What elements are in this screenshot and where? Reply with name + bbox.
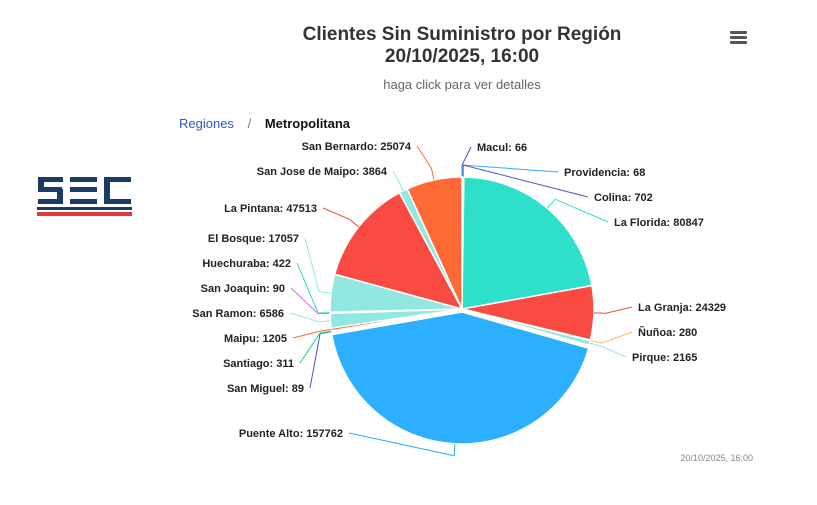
connector-line bbox=[289, 312, 331, 323]
breadcrumb-current: Metropolitana bbox=[264, 116, 351, 131]
data-label[interactable]: Macul: 66 bbox=[477, 142, 527, 154]
connector-line bbox=[309, 331, 333, 389]
chart-title: Clientes Sin Suministro por Región 20/10… bbox=[0, 24, 817, 68]
connector-line bbox=[290, 287, 331, 315]
connector-line bbox=[416, 145, 435, 181]
sec-logo bbox=[37, 177, 132, 216]
chart-credit-timestamp: 20/10/2025, 16:00 bbox=[680, 453, 753, 463]
connector-line bbox=[348, 432, 456, 457]
data-label[interactable]: San Bernardo: 25074 bbox=[302, 141, 412, 153]
data-label[interactable]: San Jose de Maipo: 3864 bbox=[257, 166, 388, 178]
chart-subtitle: haga click para ver detalles bbox=[383, 77, 541, 92]
connector-line bbox=[593, 306, 633, 314]
data-label[interactable]: San Ramon: 6586 bbox=[192, 308, 284, 320]
pie-slice-puente-alto[interactable] bbox=[330, 311, 590, 445]
chart-title-line2: 20/10/2025, 16:00 bbox=[384, 46, 540, 67]
connector-line bbox=[299, 330, 332, 364]
breadcrumb-regiones-link[interactable]: Regiones bbox=[179, 116, 234, 131]
data-label[interactable]: Huechuraba: 422 bbox=[202, 258, 291, 270]
connector-line bbox=[589, 342, 627, 358]
data-label[interactable]: San Miguel: 89 bbox=[227, 383, 304, 395]
connector-line bbox=[547, 198, 609, 223]
connector-line bbox=[590, 331, 633, 344]
data-label[interactable]: La Florida: 80847 bbox=[614, 217, 704, 229]
data-label[interactable]: La Pintana: 47513 bbox=[224, 203, 317, 215]
data-label[interactable]: La Granja: 24329 bbox=[638, 302, 726, 314]
connector-line bbox=[322, 207, 360, 228]
breadcrumb-separator: / bbox=[247, 116, 252, 131]
chart-title-line1: Clientes Sin Suministro por Región bbox=[302, 24, 622, 45]
hamburger-menu-icon[interactable] bbox=[726, 27, 752, 49]
connector-line bbox=[462, 164, 589, 198]
connector-line bbox=[461, 164, 559, 178]
breadcrumb: Regiones / Metropolitana bbox=[179, 116, 350, 131]
data-label[interactable]: Colina: 702 bbox=[594, 192, 653, 204]
data-label[interactable]: Maipu: 1205 bbox=[224, 333, 287, 345]
data-label[interactable]: El Bosque: 17057 bbox=[208, 233, 299, 245]
data-label[interactable]: Providencia: 68 bbox=[564, 167, 645, 179]
data-label[interactable]: Santiago: 311 bbox=[223, 358, 294, 370]
data-label[interactable]: Pirque: 2165 bbox=[632, 352, 697, 364]
data-label[interactable]: Ñuñoa: 280 bbox=[638, 326, 697, 339]
connector-line bbox=[392, 170, 404, 191]
data-label[interactable]: San Joaquin: 90 bbox=[201, 283, 285, 295]
connector-line bbox=[292, 328, 332, 339]
connector-line bbox=[296, 262, 331, 314]
data-label[interactable]: Puente Alto: 157762 bbox=[239, 428, 343, 440]
connector-line bbox=[304, 237, 332, 294]
